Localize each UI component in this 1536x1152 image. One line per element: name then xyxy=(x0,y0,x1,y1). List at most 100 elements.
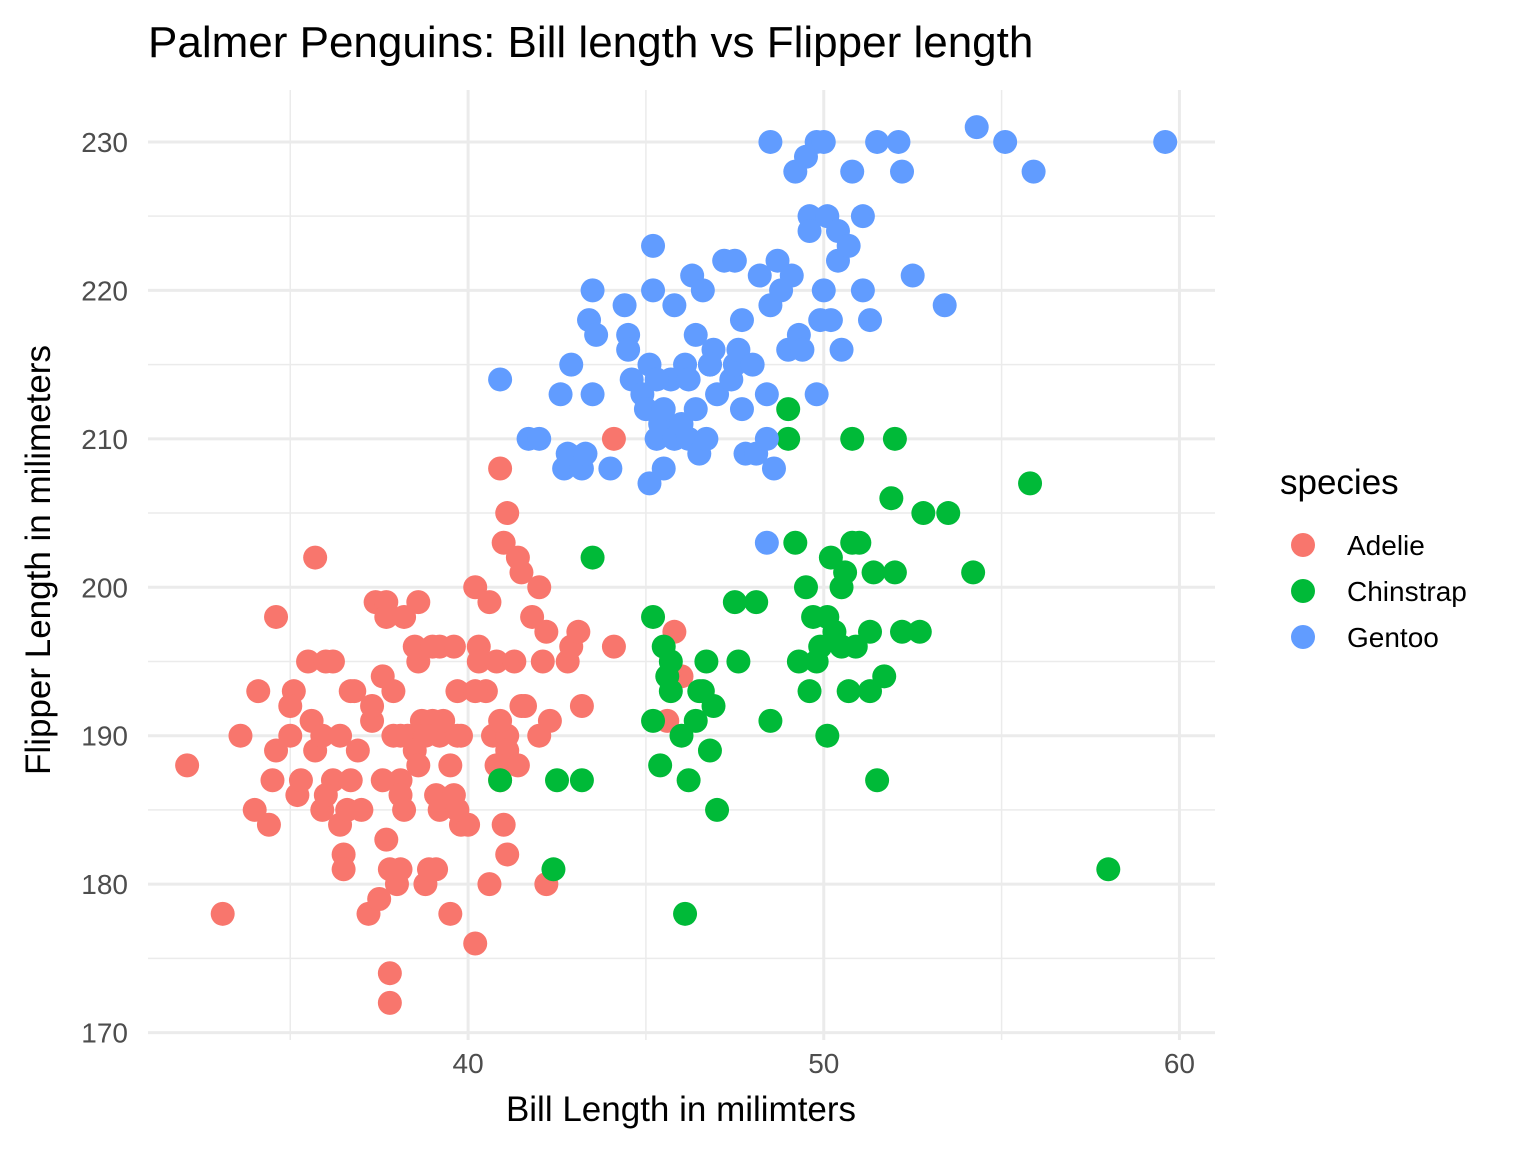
adelie-point xyxy=(438,901,463,926)
gentoo-point xyxy=(1153,129,1178,154)
adelie-point xyxy=(260,768,285,793)
adelie-point xyxy=(374,604,399,629)
legend-key-gentoo xyxy=(1291,625,1315,649)
adelie-point xyxy=(328,723,353,748)
chinstrap-point xyxy=(890,619,915,644)
gentoo-point xyxy=(488,367,513,392)
chinstrap-point xyxy=(815,604,840,629)
y-tick-label: 230 xyxy=(81,127,128,158)
chinstrap-point xyxy=(541,857,566,882)
chinstrap-point xyxy=(872,664,897,689)
gentoo-point xyxy=(900,263,925,288)
chinstrap-point xyxy=(722,590,747,615)
adelie-point xyxy=(374,827,399,852)
adelie-point xyxy=(420,634,445,659)
gentoo-point xyxy=(797,219,822,244)
chinstrap-point xyxy=(882,426,907,451)
gentoo-point xyxy=(747,263,772,288)
gentoo-point xyxy=(754,382,779,407)
y-tick-label: 180 xyxy=(81,869,128,900)
chinstrap-point xyxy=(858,619,883,644)
adelie-point xyxy=(477,590,502,615)
gentoo-point xyxy=(683,397,708,422)
gentoo-point xyxy=(890,159,915,184)
chinstrap-point xyxy=(879,486,904,511)
legend-title: species xyxy=(1280,463,1399,502)
adelie-point xyxy=(495,501,520,526)
adelie-point xyxy=(264,738,289,763)
chinstrap-point xyxy=(783,530,808,555)
adelie-point xyxy=(491,812,516,837)
chinstrap-point xyxy=(815,723,840,748)
adelie-point xyxy=(367,886,392,911)
adelie-point xyxy=(175,753,200,778)
gentoo-point xyxy=(676,367,701,392)
adelie-point xyxy=(537,708,562,733)
adelie-point xyxy=(491,530,516,555)
adelie-point xyxy=(445,679,470,704)
gentoo-point xyxy=(548,382,573,407)
gentoo-point xyxy=(555,441,580,466)
adelie-point xyxy=(345,738,370,763)
x-axis-title: Bill Length in milimters xyxy=(506,1090,856,1129)
gentoo-point xyxy=(765,248,790,273)
legend-label-adelie: Adelie xyxy=(1347,530,1425,561)
adelie-point xyxy=(406,590,431,615)
chinstrap-point xyxy=(840,426,865,451)
gentoo-point xyxy=(836,233,861,258)
adelie-point xyxy=(313,783,338,808)
adelie-point xyxy=(406,753,431,778)
chinstrap-point xyxy=(705,797,730,822)
gentoo-point xyxy=(761,456,786,481)
adelie-point xyxy=(427,797,452,822)
chinstrap-point xyxy=(936,501,961,526)
adelie-point xyxy=(392,797,417,822)
gentoo-point xyxy=(641,278,666,303)
gentoo-point xyxy=(559,352,584,377)
gentoo-point xyxy=(690,278,715,303)
legend-key-adelie xyxy=(1291,533,1315,557)
adelie-point xyxy=(441,634,466,659)
chinstrap-point xyxy=(797,679,822,704)
adelie-point xyxy=(210,901,235,926)
gentoo-point xyxy=(527,426,552,451)
adelie-point xyxy=(264,604,289,629)
chinstrap-point xyxy=(569,768,594,793)
adelie-point xyxy=(502,649,527,674)
adelie-point xyxy=(377,990,402,1015)
x-tick-label: 60 xyxy=(1164,1048,1195,1079)
gentoo-point xyxy=(683,322,708,347)
adelie-point xyxy=(413,723,438,748)
y-tick-label: 170 xyxy=(81,1018,128,1049)
adelie-point xyxy=(463,931,488,956)
chinstrap-point xyxy=(658,679,683,704)
adelie-point xyxy=(242,797,267,822)
adelie-point xyxy=(256,812,281,837)
adelie-point xyxy=(488,456,513,481)
chinstrap-point xyxy=(911,501,936,526)
chart-title: Palmer Penguins: Bill length vs Flipper … xyxy=(148,18,1033,67)
gentoo-point xyxy=(850,278,875,303)
gentoo-point xyxy=(722,248,747,273)
gentoo-point xyxy=(818,308,843,333)
adelie-point xyxy=(534,619,559,644)
chinstrap-point xyxy=(697,738,722,763)
adelie-point xyxy=(463,575,488,600)
gentoo-point xyxy=(651,456,676,481)
legend-items: Adelie Chinstrap Gentoo xyxy=(1291,530,1467,653)
chinstrap-point xyxy=(1018,471,1043,496)
adelie-point xyxy=(349,797,374,822)
chinstrap-point xyxy=(545,768,570,793)
x-tick-label: 50 xyxy=(808,1048,839,1079)
gentoo-point xyxy=(705,382,730,407)
adelie-point xyxy=(448,723,473,748)
adelie-point xyxy=(438,753,463,778)
gentoo-point xyxy=(740,352,765,377)
chinstrap-point xyxy=(793,575,818,600)
chinstrap-point xyxy=(744,590,769,615)
adelie-point xyxy=(569,694,594,719)
gentoo-point xyxy=(641,233,666,258)
adelie-point xyxy=(509,560,534,585)
legend-label-chinstrap: Chinstrap xyxy=(1347,576,1467,607)
